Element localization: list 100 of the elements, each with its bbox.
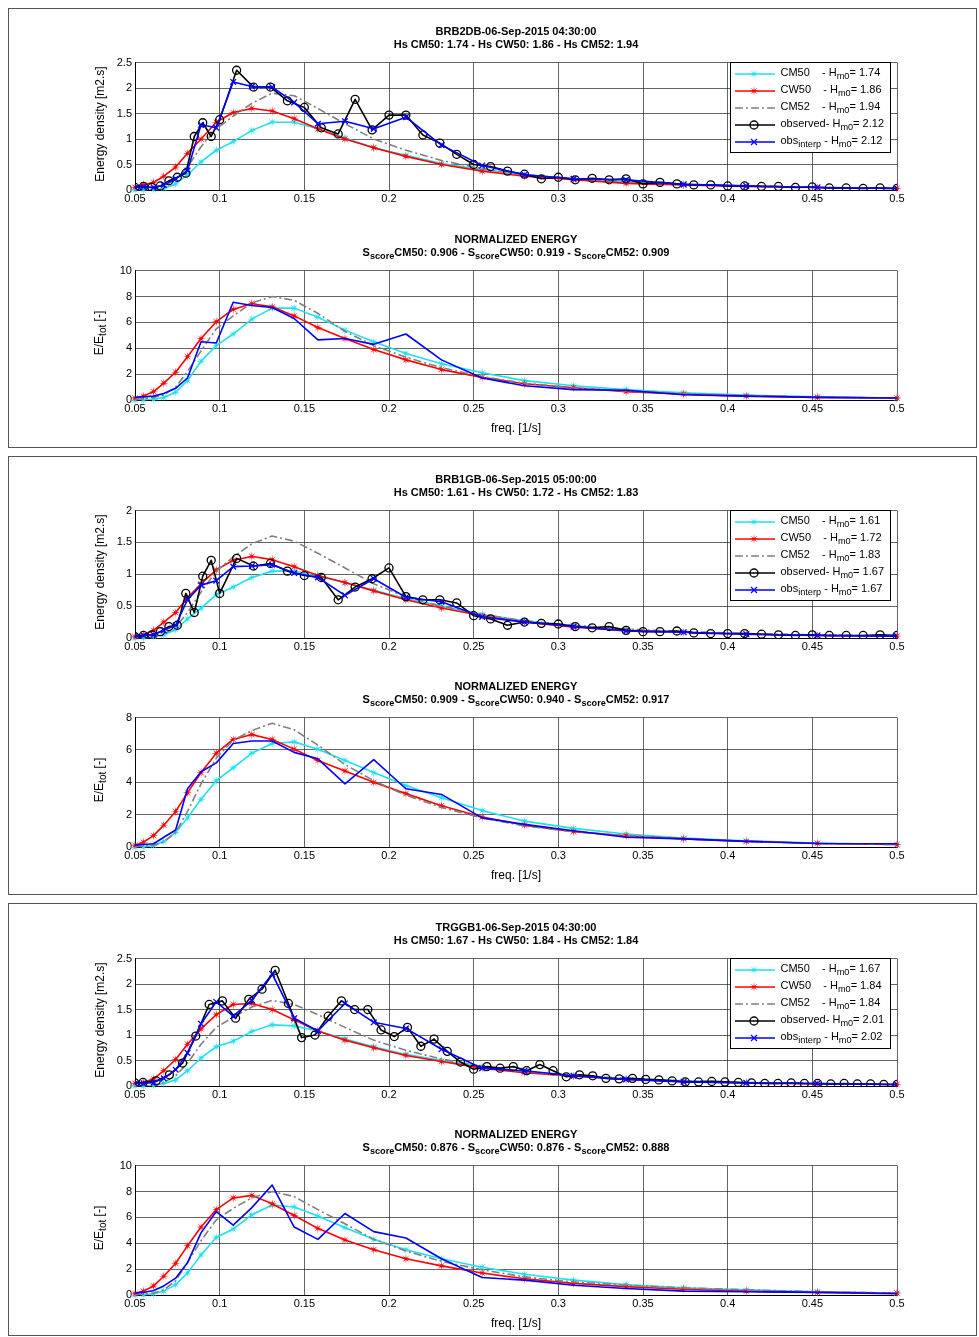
chart-title: TRGGB1-06-Sep-2015 04:30:00 [434,921,598,934]
y-tick-label: 2.5 [116,55,132,68]
x-tick-label: 0.15 [293,1296,316,1309]
x-tick-label: 0.3 [550,191,566,204]
x-tick-label: 0.4 [720,401,736,414]
x-tick-label: 0.35 [632,639,654,652]
x-tick-label: 0.2 [381,1087,397,1100]
chart-title: NORMALIZED ENERGY [453,233,579,246]
x-axis-title: freq. [1/s] [490,421,542,435]
legend-label: CW50 - H$_{m0}$= 1.86 [780,82,882,99]
y-tick-label: 1.5 [116,1002,132,1015]
x-tick-label: 0.2 [381,1296,397,1309]
x-tick-label: 0.25 [462,191,485,204]
legend-label: observed- H$_{m0}$= 1.67 [780,564,884,581]
y-tick-label: 2 [125,81,132,94]
y-tick-label: 2.5 [116,951,132,964]
x-tick-label: 0.5 [889,1087,905,1100]
y-axis-title: Energy density [m2.s] [93,962,107,1078]
x-tick-label: 0.1 [212,191,228,204]
legend-label: CM52 - H$_{m0}$= 1.94 [780,99,881,116]
y-tick-label: 8 [125,289,132,302]
legend-label: CM50 - H$_{m0}$= 1.67 [780,961,881,978]
y-tick-label: 1 [125,567,132,580]
y-tick-label: 6 [125,315,132,328]
x-tick-label: 0.35 [632,401,654,414]
y-tick-label: 0 [125,1288,132,1301]
y-tick-label: 2 [125,807,132,820]
legend-label: obs$_{interp}$ - H$_{m0}$= 2.02 [780,1029,883,1046]
x-tick-label: 0.35 [632,1296,654,1309]
x-tick-label: 0.2 [381,639,397,652]
y-tick-label: 0 [125,631,132,644]
y-tick-label: 8 [125,710,132,723]
x-tick-label: 0.45 [801,401,824,414]
chart-subtitle: Hs CM50: 1.67 - Hs CW50: 1.84 - Hs CM52: 1.84 [392,934,640,947]
y-tick-label: 1.5 [116,106,132,119]
x-tick-label: 0.15 [293,401,316,414]
x-tick-label: 0.25 [462,401,485,414]
legend-label: CM50 - H$_{m0}$= 1.74 [780,65,881,82]
x-tick-label: 0.35 [632,848,654,861]
x-tick-label: 0.5 [889,191,905,204]
x-tick-label: 0.1 [212,1087,228,1100]
x-tick-label: 0.45 [801,191,824,204]
x-tick-label: 0.15 [293,191,316,204]
x-tick-label: 0.45 [801,848,824,861]
legend-label: CM52 - H$_{m0}$= 1.83 [780,547,881,564]
x-tick-label: 0.25 [462,639,485,652]
x-tick-label: 0.15 [293,848,316,861]
x-tick-label: 0.1 [212,639,228,652]
x-tick-label: 0.45 [801,1087,824,1100]
y-axis-title: Energy density [m2.s] [93,514,107,630]
y-tick-label: 10 [119,263,132,276]
legend-label: observed- H$_{m0}$= 2.01 [780,1012,884,1029]
y-tick-label: 1.5 [116,535,132,548]
x-tick-label: 0.5 [889,1296,905,1309]
chart-subtitle: Hs CM50: 1.61 - Hs CW50: 1.72 - Hs CM52: 1.83 [392,486,640,499]
x-tick-label: 0.3 [550,1087,566,1100]
x-tick-label: 0.25 [462,848,485,861]
y-tick-label: 8 [125,1184,132,1197]
x-tick-label: 0.35 [632,191,654,204]
y-tick-label: 0 [125,1079,132,1092]
y-tick-label: 1 [125,1028,132,1041]
y-tick-label: 0 [125,183,132,196]
y-tick-label: 2 [125,977,132,990]
legend-label: CM50 - H$_{m0}$= 1.61 [780,513,881,530]
legend-label: CW50 - H$_{m0}$= 1.72 [780,530,882,547]
x-tick-label: 0.1 [212,1296,228,1309]
legend-label: observed- H$_{m0}$= 2.12 [780,116,884,133]
legend-label: obs$_{interp}$ - H$_{m0}$= 2.12 [780,133,883,150]
chart-title: NORMALIZED ENERGY [453,680,579,693]
chart-subtitle: S$_{score}$CM50: 0.909 - S$_{score}$CW50: 0.940 - S$_{score}$CM52: 0.917 [361,693,671,711]
chart-subtitle: S$_{score}$CM50: 0.906 - S$_{score}$CW50: 0.919 - S$_{score}$CM52: 0.909 [361,246,671,264]
y-tick-label: 6 [125,742,132,755]
x-tick-label: 0.45 [801,639,824,652]
legend-label: CM52 - H$_{m0}$= 1.84 [780,995,881,1012]
chart-title: NORMALIZED ENERGY [453,1128,579,1141]
x-tick-label: 0.2 [381,191,397,204]
x-tick-label: 0.35 [632,1087,654,1100]
x-tick-label: 0.45 [801,1296,824,1309]
x-tick-label: 0.5 [889,639,905,652]
x-tick-label: 0.25 [462,1087,485,1100]
chart-subtitle: Hs CM50: 1.74 - Hs CW50: 1.86 - Hs CM52: 1.94 [392,38,640,51]
x-tick-label: 0.25 [462,1296,485,1309]
x-tick-label: 0.4 [720,848,736,861]
x-tick-label: 0.4 [720,191,736,204]
chart-title: BRB2DB-06-Sep-2015 04:30:00 [434,25,598,38]
y-tick-label: 2 [125,367,132,380]
y-axis-title: Energy density [m2.s] [93,66,107,182]
y-tick-label: 2 [125,1262,132,1275]
y-tick-label: 4 [125,1236,132,1249]
x-tick-label: 0.5 [889,401,905,414]
x-tick-label: 0.4 [720,639,736,652]
x-tick-label: 0.15 [293,639,316,652]
x-tick-label: 0.4 [720,1087,736,1100]
legend-label: CW50 - H$_{m0}$= 1.84 [780,978,882,995]
x-axis-title: freq. [1/s] [490,1316,542,1330]
chart-subtitle: S$_{score}$CM50: 0.876 - S$_{score}$CW50: 0.876 - S$_{score}$CM52: 0.888 [361,1141,671,1159]
y-tick-label: 0 [125,840,132,853]
x-tick-label: 0.3 [550,1296,566,1309]
legend-label: obs$_{interp}$ - H$_{m0}$= 1.67 [780,581,883,598]
y-tick-label: 4 [125,775,132,788]
